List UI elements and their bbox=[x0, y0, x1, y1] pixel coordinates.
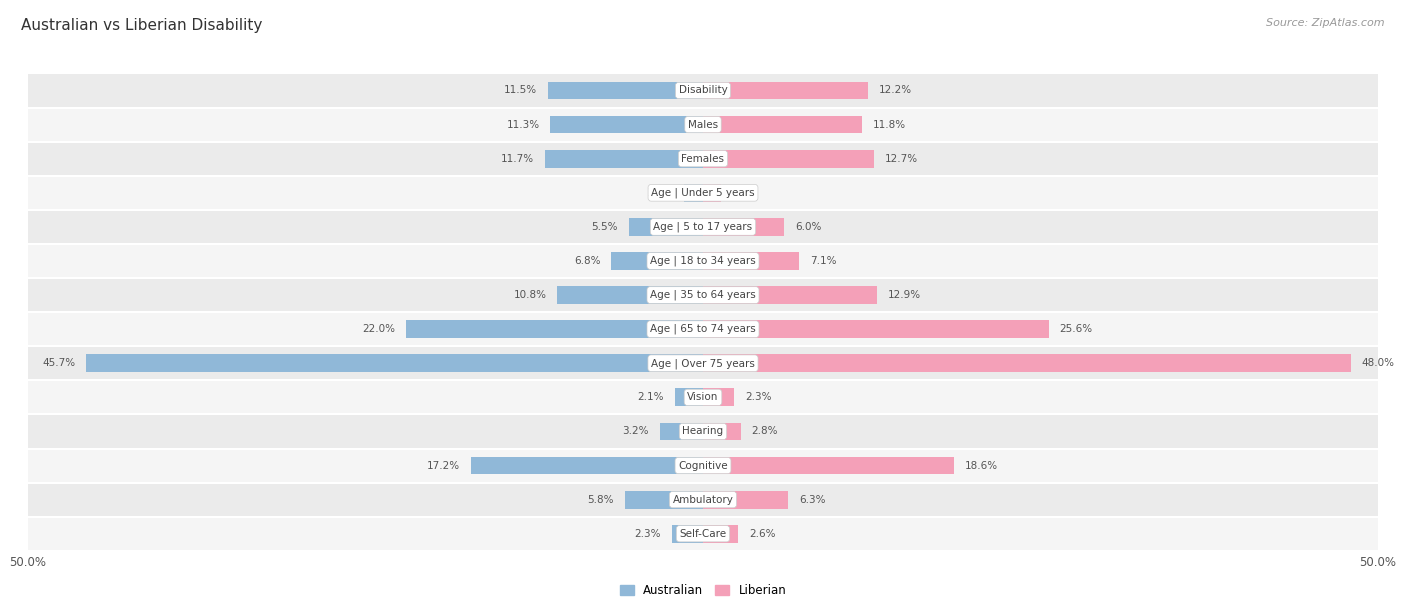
Text: 2.6%: 2.6% bbox=[749, 529, 775, 539]
Bar bbox=[28, 517, 1378, 551]
Text: Cognitive: Cognitive bbox=[678, 461, 728, 471]
Bar bbox=[551, 116, 703, 133]
Bar bbox=[406, 320, 703, 338]
Text: Vision: Vision bbox=[688, 392, 718, 402]
Bar bbox=[703, 150, 875, 168]
Bar bbox=[28, 176, 1378, 210]
Bar bbox=[628, 218, 703, 236]
Bar bbox=[28, 141, 1378, 176]
Text: 2.3%: 2.3% bbox=[745, 392, 772, 402]
Text: Self-Care: Self-Care bbox=[679, 529, 727, 539]
Bar bbox=[672, 525, 703, 543]
Text: 10.8%: 10.8% bbox=[513, 290, 547, 300]
Legend: Australian, Liberian: Australian, Liberian bbox=[614, 580, 792, 602]
Text: Hearing: Hearing bbox=[682, 427, 724, 436]
Bar bbox=[548, 81, 703, 99]
Text: 12.9%: 12.9% bbox=[889, 290, 921, 300]
Text: 12.7%: 12.7% bbox=[886, 154, 918, 163]
Text: 6.8%: 6.8% bbox=[574, 256, 600, 266]
Text: Source: ZipAtlas.com: Source: ZipAtlas.com bbox=[1267, 18, 1385, 28]
Text: Age | 18 to 34 years: Age | 18 to 34 years bbox=[650, 256, 756, 266]
Bar bbox=[703, 116, 862, 133]
Bar bbox=[675, 389, 703, 406]
Text: Females: Females bbox=[682, 154, 724, 163]
Bar bbox=[28, 483, 1378, 517]
Text: 2.3%: 2.3% bbox=[634, 529, 661, 539]
Text: Males: Males bbox=[688, 119, 718, 130]
Text: 11.3%: 11.3% bbox=[506, 119, 540, 130]
Bar bbox=[28, 210, 1378, 244]
Bar bbox=[685, 184, 703, 201]
Text: 2.8%: 2.8% bbox=[752, 427, 778, 436]
Bar bbox=[703, 252, 799, 270]
Text: 22.0%: 22.0% bbox=[363, 324, 395, 334]
Text: Age | 65 to 74 years: Age | 65 to 74 years bbox=[650, 324, 756, 334]
Text: 18.6%: 18.6% bbox=[965, 461, 998, 471]
Bar bbox=[703, 389, 734, 406]
Text: Disability: Disability bbox=[679, 86, 727, 95]
Bar bbox=[86, 354, 703, 372]
Bar bbox=[28, 449, 1378, 483]
Bar bbox=[546, 150, 703, 168]
Bar bbox=[28, 108, 1378, 141]
Bar bbox=[28, 278, 1378, 312]
Text: 45.7%: 45.7% bbox=[42, 358, 76, 368]
Bar bbox=[703, 218, 785, 236]
Text: 6.3%: 6.3% bbox=[799, 494, 825, 505]
Text: 1.3%: 1.3% bbox=[731, 188, 758, 198]
Bar bbox=[28, 312, 1378, 346]
Bar bbox=[612, 252, 703, 270]
Bar bbox=[703, 457, 955, 474]
Bar bbox=[28, 73, 1378, 108]
Text: 11.8%: 11.8% bbox=[873, 119, 907, 130]
Bar bbox=[624, 491, 703, 509]
Text: 11.5%: 11.5% bbox=[503, 86, 537, 95]
Bar bbox=[703, 184, 720, 201]
Bar bbox=[703, 286, 877, 304]
Text: Age | Over 75 years: Age | Over 75 years bbox=[651, 358, 755, 368]
Text: 6.0%: 6.0% bbox=[794, 222, 821, 232]
Text: Age | 5 to 17 years: Age | 5 to 17 years bbox=[654, 222, 752, 232]
Text: 3.2%: 3.2% bbox=[623, 427, 650, 436]
Bar bbox=[659, 423, 703, 440]
Bar bbox=[703, 525, 738, 543]
Text: Australian vs Liberian Disability: Australian vs Liberian Disability bbox=[21, 18, 263, 34]
Bar bbox=[28, 414, 1378, 449]
Bar bbox=[703, 81, 868, 99]
Text: 2.1%: 2.1% bbox=[637, 392, 664, 402]
Text: Ambulatory: Ambulatory bbox=[672, 494, 734, 505]
Text: 12.2%: 12.2% bbox=[879, 86, 911, 95]
Text: 5.8%: 5.8% bbox=[588, 494, 614, 505]
Bar bbox=[703, 354, 1351, 372]
Bar bbox=[28, 380, 1378, 414]
Bar bbox=[471, 457, 703, 474]
Bar bbox=[28, 244, 1378, 278]
Bar bbox=[703, 423, 741, 440]
Bar bbox=[703, 491, 787, 509]
Text: 7.1%: 7.1% bbox=[810, 256, 837, 266]
Text: Age | 35 to 64 years: Age | 35 to 64 years bbox=[650, 290, 756, 300]
Text: 11.7%: 11.7% bbox=[501, 154, 534, 163]
Text: 17.2%: 17.2% bbox=[427, 461, 460, 471]
Text: 5.5%: 5.5% bbox=[592, 222, 619, 232]
Bar bbox=[703, 320, 1049, 338]
Bar bbox=[28, 346, 1378, 380]
Bar bbox=[557, 286, 703, 304]
Text: 25.6%: 25.6% bbox=[1059, 324, 1092, 334]
Text: 48.0%: 48.0% bbox=[1361, 358, 1395, 368]
Text: Age | Under 5 years: Age | Under 5 years bbox=[651, 187, 755, 198]
Text: 1.4%: 1.4% bbox=[647, 188, 673, 198]
